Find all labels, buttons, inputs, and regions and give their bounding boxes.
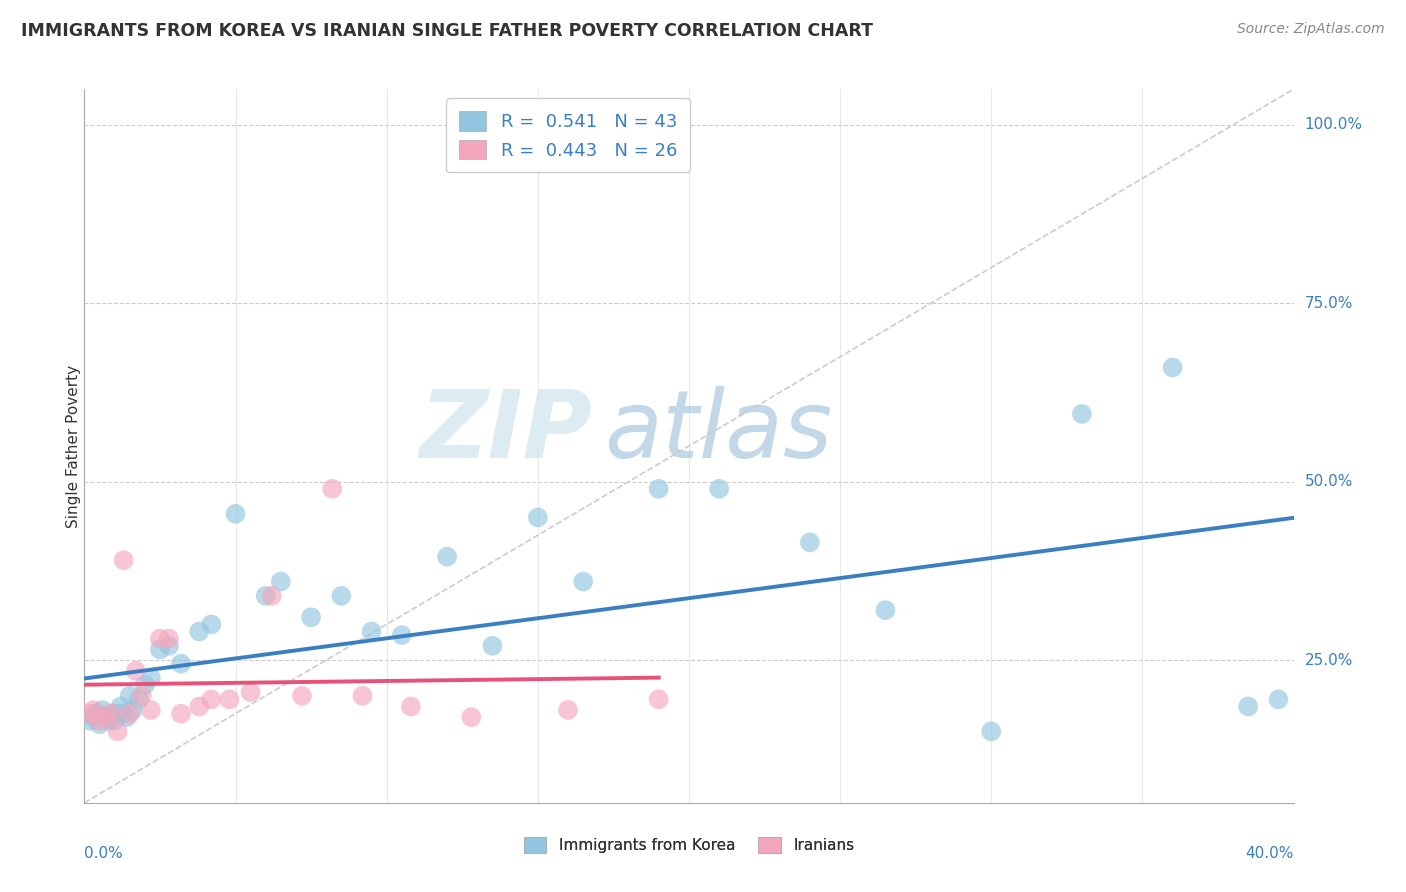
Point	[157, 639, 180, 653]
Point	[299, 610, 322, 624]
Point	[157, 632, 180, 646]
Point	[91, 703, 114, 717]
Point	[980, 724, 1002, 739]
Point	[170, 657, 193, 671]
Point	[82, 703, 104, 717]
Point	[218, 692, 240, 706]
Point	[399, 699, 422, 714]
Point	[1237, 699, 1260, 714]
Text: IMMIGRANTS FROM KOREA VS IRANIAN SINGLE FATHER POVERTY CORRELATION CHART: IMMIGRANTS FROM KOREA VS IRANIAN SINGLE …	[21, 22, 873, 40]
Point	[139, 703, 162, 717]
Text: 50.0%: 50.0%	[1305, 475, 1353, 489]
Point	[115, 710, 138, 724]
Point	[321, 482, 343, 496]
Point	[1071, 407, 1094, 421]
Point	[526, 510, 548, 524]
Y-axis label: Single Father Poverty: Single Father Poverty	[66, 365, 80, 527]
Point	[188, 699, 211, 714]
Point	[139, 671, 162, 685]
Text: 0.0%: 0.0%	[84, 846, 124, 861]
Point	[647, 482, 671, 496]
Point	[94, 710, 117, 724]
Text: 75.0%: 75.0%	[1305, 296, 1353, 310]
Point	[100, 706, 122, 721]
Point	[134, 678, 156, 692]
Point	[149, 632, 172, 646]
Point	[875, 603, 897, 617]
Point	[225, 507, 247, 521]
Point	[86, 706, 108, 721]
Point	[291, 689, 314, 703]
Point	[112, 553, 135, 567]
Point	[200, 617, 222, 632]
Point	[352, 689, 374, 703]
Point	[82, 710, 104, 724]
Point	[97, 714, 120, 728]
Point	[149, 642, 172, 657]
Text: Source: ZipAtlas.com: Source: ZipAtlas.com	[1237, 22, 1385, 37]
Point	[118, 706, 141, 721]
Point	[460, 710, 482, 724]
Point	[100, 706, 122, 721]
Point	[170, 706, 193, 721]
Point	[799, 535, 821, 549]
Point	[436, 549, 458, 564]
Point	[260, 589, 283, 603]
Point	[131, 689, 153, 703]
Point	[254, 589, 277, 603]
Point	[79, 706, 101, 721]
Legend: Immigrants from Korea, Iranians: Immigrants from Korea, Iranians	[517, 830, 860, 859]
Point	[391, 628, 413, 642]
Point	[107, 724, 129, 739]
Point	[360, 624, 382, 639]
Point	[1267, 692, 1289, 706]
Text: atlas: atlas	[605, 386, 832, 477]
Point	[239, 685, 262, 699]
Point	[709, 482, 731, 496]
Text: 25.0%: 25.0%	[1305, 653, 1353, 667]
Point	[112, 706, 135, 721]
Point	[647, 692, 671, 706]
Point	[330, 589, 353, 603]
Point	[94, 710, 117, 724]
Point	[121, 703, 143, 717]
Point	[200, 692, 222, 706]
Point	[125, 664, 148, 678]
Text: 100.0%: 100.0%	[1305, 118, 1362, 132]
Text: ZIP: ZIP	[419, 385, 592, 478]
Text: 40.0%: 40.0%	[1246, 846, 1294, 861]
Point	[270, 574, 292, 589]
Point	[1161, 360, 1184, 375]
Point	[128, 692, 150, 706]
Point	[107, 706, 129, 721]
Point	[188, 624, 211, 639]
Point	[572, 574, 595, 589]
Point	[89, 717, 111, 731]
Point	[110, 699, 132, 714]
Point	[89, 714, 111, 728]
Point	[481, 639, 503, 653]
Point	[557, 703, 579, 717]
Point	[104, 714, 127, 728]
Point	[79, 714, 101, 728]
Point	[118, 689, 141, 703]
